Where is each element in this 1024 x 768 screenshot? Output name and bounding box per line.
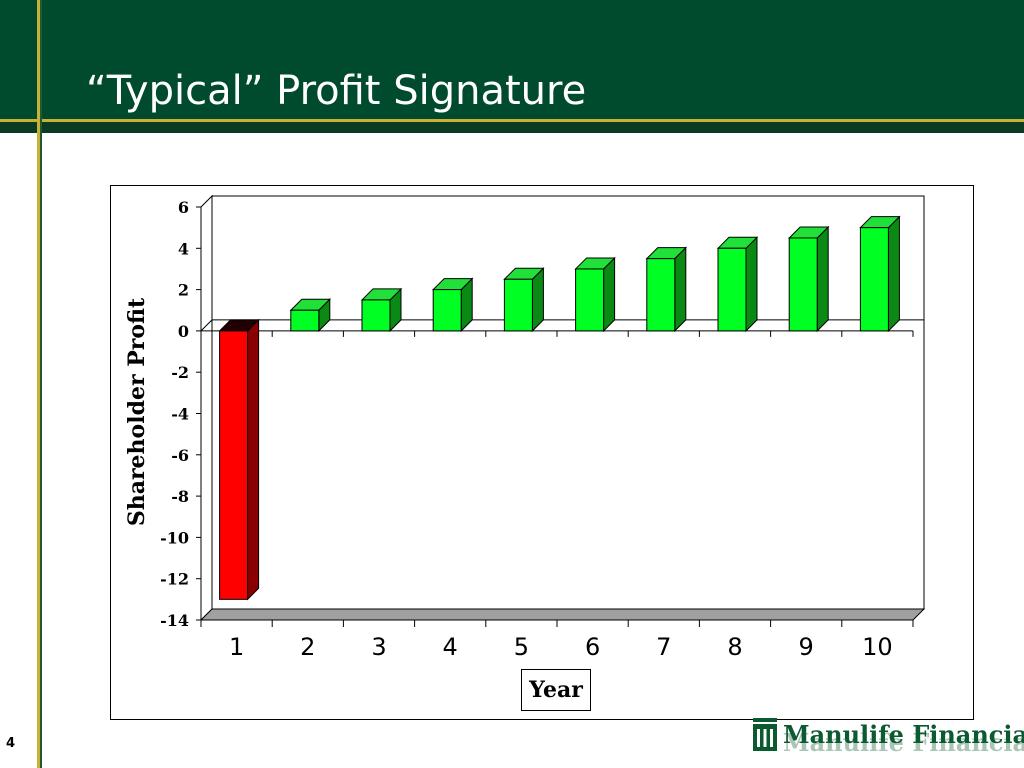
bar-side-9 [816,225,829,333]
y-tick-label-5: -4 [171,405,189,424]
header-gold-rule [0,119,1024,122]
bar-side-8 [745,236,758,333]
x-tick-label-7: 7 [656,633,671,661]
y-tick-label-2: 2 [178,281,189,300]
chart-side-wall [200,194,213,622]
bar-side-6 [603,256,616,333]
bar-9 [788,237,818,332]
x-tick-label-6: 6 [585,633,600,661]
x-tick-label-9: 9 [799,633,814,661]
bar-5 [503,278,533,332]
bar-2 [290,309,320,332]
x-tick-label-3: 3 [371,633,386,661]
x-tick-label-4: 4 [443,633,458,661]
y-tick-label-10: -14 [160,611,189,630]
bar-3 [361,299,391,332]
bar-side-1 [247,318,260,601]
y-tick-label-0: 6 [178,198,189,217]
bar-1 [219,330,249,600]
bar-8 [717,247,747,332]
bar-side-10 [887,215,900,333]
page-number: 4 [6,736,16,751]
x-tick-label-2: 2 [300,633,315,661]
left-green-rule [40,0,42,768]
bar-side-7 [674,246,687,333]
brand-name: Manulife Financial [783,720,1024,749]
x-tick-label-10: 10 [862,633,893,661]
y-tick-label-7: -8 [171,487,189,506]
y-tick-label-3: 0 [178,322,189,341]
left-gold-rule [37,0,40,768]
bar-10 [859,227,889,332]
y-tick-label-9: -12 [160,570,189,589]
y-tick-label-8: -10 [160,528,189,547]
y-axis-title: Shareholder Profit [124,297,150,527]
manulife-logo-icon [753,718,777,751]
brand-logo: Manulife Financial [752,718,1024,752]
x-tick-label-8: 8 [727,633,742,661]
y-tick-label-4: -2 [171,363,189,382]
y-tick-label-6: -6 [171,446,189,465]
slide-title: “Typical” Profit Signature [86,68,587,114]
bar-6 [575,268,605,332]
header-band [0,0,1024,119]
x-tick-label-5: 5 [514,633,529,661]
bar-4 [432,289,462,332]
zero-plane-side-line [200,319,213,332]
y-tick-label-1: 4 [178,239,189,258]
x-axis-title: Year [521,669,591,711]
bar-7 [646,258,676,332]
chart-floor [199,608,926,621]
x-tick-label-1: 1 [229,633,244,661]
header-dark-rule [0,122,1024,133]
